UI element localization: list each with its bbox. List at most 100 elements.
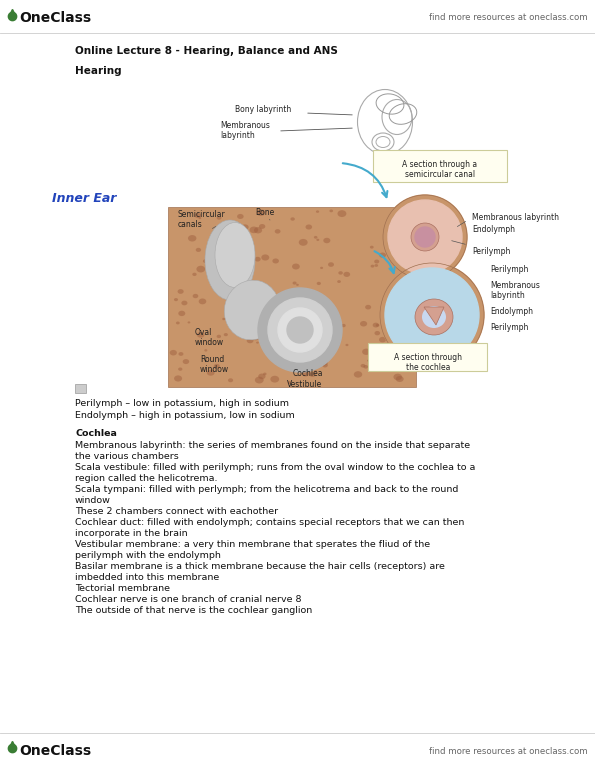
Ellipse shape — [228, 279, 236, 285]
Ellipse shape — [246, 298, 253, 303]
Ellipse shape — [170, 350, 177, 356]
Text: Scala tympani: filled with perlymph; from the helicotrema and back to the round: Scala tympani: filled with perlymph; fro… — [75, 485, 458, 494]
Ellipse shape — [374, 331, 380, 335]
Ellipse shape — [374, 264, 378, 267]
Text: the various chambers: the various chambers — [75, 452, 178, 461]
Ellipse shape — [215, 223, 255, 287]
Text: A section through: A section through — [394, 353, 462, 362]
Text: Perilymph – low in potassium, high in sodium: Perilymph – low in potassium, high in so… — [75, 399, 289, 408]
FancyBboxPatch shape — [168, 207, 416, 387]
Text: find more resources at oneclass.com: find more resources at oneclass.com — [430, 14, 588, 22]
Text: Membranous labyrinth: the series of membranes found on the inside that separate: Membranous labyrinth: the series of memb… — [75, 441, 470, 450]
Text: Perilymph: Perilymph — [490, 266, 528, 274]
Ellipse shape — [214, 364, 220, 369]
Ellipse shape — [372, 323, 379, 327]
Text: Semicircular: Semicircular — [178, 210, 226, 219]
Ellipse shape — [237, 214, 243, 219]
Ellipse shape — [177, 289, 184, 294]
Ellipse shape — [299, 239, 308, 246]
Ellipse shape — [360, 321, 367, 326]
Ellipse shape — [205, 220, 255, 300]
Text: the cochlea: the cochlea — [406, 363, 450, 372]
Ellipse shape — [273, 259, 279, 263]
Ellipse shape — [296, 284, 299, 286]
Text: Inner Ear: Inner Ear — [52, 192, 117, 205]
Ellipse shape — [330, 209, 333, 213]
Text: Endolymph: Endolymph — [472, 226, 515, 235]
Circle shape — [287, 317, 313, 343]
Ellipse shape — [361, 364, 365, 367]
Text: window: window — [195, 338, 224, 347]
Text: Membranous: Membranous — [220, 122, 270, 130]
FancyBboxPatch shape — [373, 150, 507, 182]
Ellipse shape — [331, 342, 336, 345]
Ellipse shape — [174, 298, 178, 301]
Ellipse shape — [317, 239, 320, 241]
Ellipse shape — [236, 286, 239, 288]
Text: window: window — [200, 365, 229, 374]
Ellipse shape — [365, 305, 371, 310]
Text: Cochlear nerve is one branch of cranial nerve 8: Cochlear nerve is one branch of cranial … — [75, 595, 302, 604]
Text: incorporate in the brain: incorporate in the brain — [75, 529, 187, 538]
Ellipse shape — [225, 222, 229, 225]
Text: These 2 chambers connect with eachother: These 2 chambers connect with eachother — [75, 507, 278, 516]
Ellipse shape — [217, 335, 221, 338]
Text: Perilymph: Perilymph — [490, 323, 528, 333]
Ellipse shape — [294, 313, 297, 315]
Ellipse shape — [290, 309, 296, 313]
Circle shape — [415, 227, 435, 247]
Text: Hearing: Hearing — [75, 66, 121, 76]
Ellipse shape — [320, 266, 323, 269]
Text: Perilymph: Perilymph — [472, 247, 511, 256]
Ellipse shape — [309, 372, 316, 377]
Ellipse shape — [193, 294, 198, 298]
Ellipse shape — [322, 363, 328, 367]
Ellipse shape — [374, 259, 379, 263]
Text: OneClass: OneClass — [19, 11, 91, 25]
Ellipse shape — [217, 216, 221, 219]
Text: Oval: Oval — [195, 328, 212, 337]
Ellipse shape — [411, 223, 439, 251]
Ellipse shape — [259, 224, 265, 229]
Ellipse shape — [188, 235, 196, 242]
Text: Tectorial membrane: Tectorial membrane — [75, 584, 170, 593]
Ellipse shape — [396, 376, 403, 382]
Ellipse shape — [254, 227, 262, 233]
Text: OneClass: OneClass — [19, 744, 91, 758]
Ellipse shape — [195, 213, 201, 218]
Ellipse shape — [328, 263, 334, 267]
Text: Vestibular membrane: a very thin membrane that sperates the fliud of the: Vestibular membrane: a very thin membran… — [75, 540, 430, 549]
Ellipse shape — [379, 337, 386, 343]
Ellipse shape — [323, 238, 330, 243]
Ellipse shape — [389, 297, 394, 302]
Ellipse shape — [354, 371, 362, 377]
Ellipse shape — [406, 233, 412, 237]
Ellipse shape — [318, 320, 321, 323]
Ellipse shape — [228, 378, 233, 382]
Bar — [28, 88, 570, 395]
Ellipse shape — [293, 282, 296, 285]
Ellipse shape — [300, 329, 307, 333]
Polygon shape — [424, 307, 444, 325]
Text: Round: Round — [200, 355, 224, 364]
Ellipse shape — [379, 253, 386, 258]
Ellipse shape — [342, 324, 346, 327]
Text: The outside of that nerve is the cochlear ganglion: The outside of that nerve is the cochlea… — [75, 606, 312, 615]
Ellipse shape — [343, 272, 350, 277]
Ellipse shape — [256, 342, 259, 343]
Ellipse shape — [287, 381, 292, 384]
Ellipse shape — [415, 299, 453, 335]
Text: Cochlea: Cochlea — [75, 429, 117, 438]
Circle shape — [268, 298, 332, 362]
Text: Membranous: Membranous — [490, 282, 540, 290]
Ellipse shape — [239, 313, 242, 314]
Ellipse shape — [224, 333, 228, 336]
Ellipse shape — [211, 284, 216, 288]
Ellipse shape — [255, 257, 261, 262]
Ellipse shape — [375, 324, 380, 326]
Ellipse shape — [178, 352, 183, 356]
FancyBboxPatch shape — [75, 384, 86, 393]
Ellipse shape — [407, 343, 411, 346]
Ellipse shape — [174, 375, 182, 382]
Ellipse shape — [255, 377, 264, 383]
